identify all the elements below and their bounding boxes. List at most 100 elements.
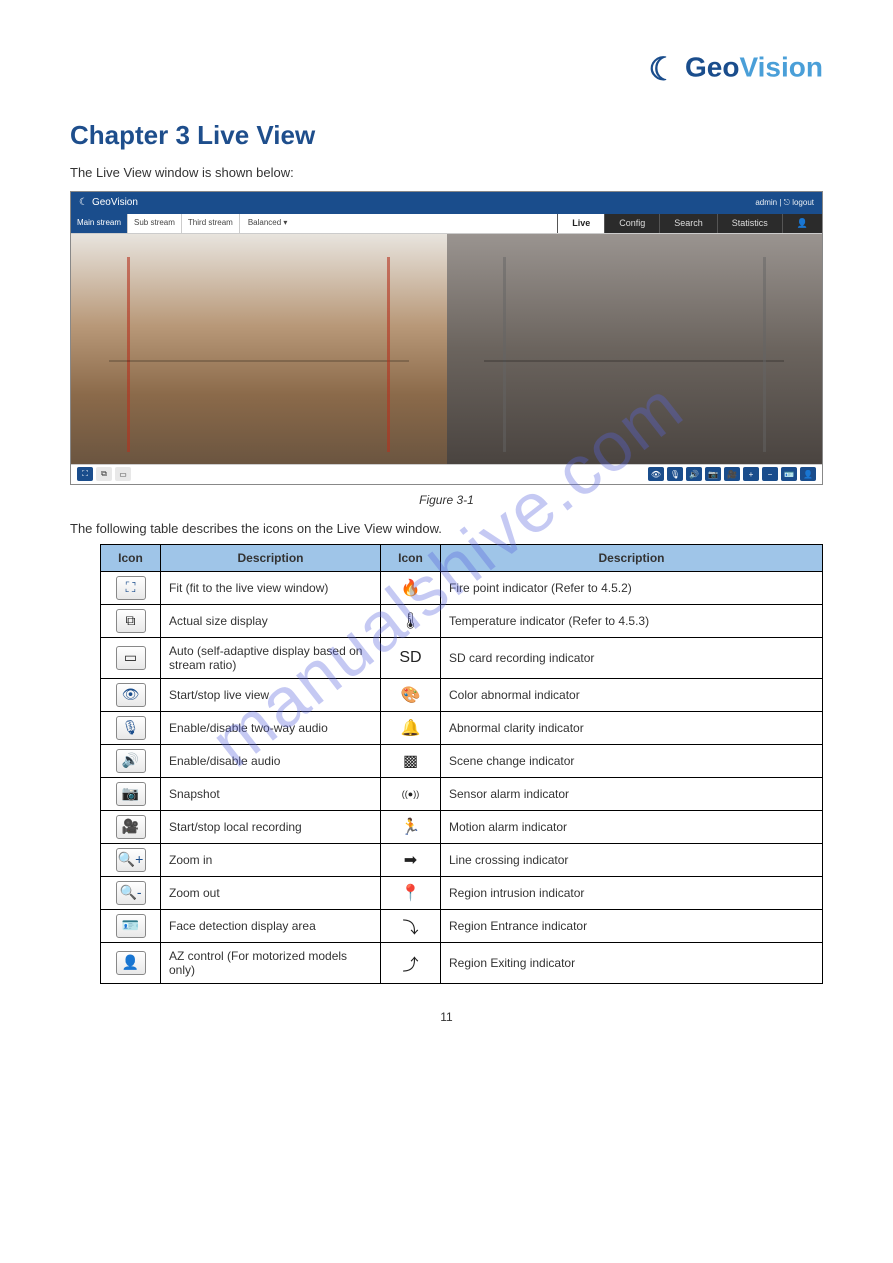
tool-zoomin-icon[interactable]: + [743, 467, 759, 481]
desc-cell-left: Zoom out [161, 876, 381, 909]
tool-face-icon[interactable]: 🪪 [781, 467, 797, 481]
logo-glyph: ☾ [649, 51, 678, 87]
th-desc-2: Description [441, 544, 823, 571]
table-header-row: Icon Description Icon Description [101, 544, 823, 571]
desc-cell-right: Region Exiting indicator [441, 942, 823, 983]
icon-cell-right: ⤴ [381, 942, 441, 983]
tool-actual-icon[interactable]: ⧉ [96, 467, 112, 481]
icon-cell-left: 🔊 [101, 744, 161, 777]
nav-tab-config[interactable]: Config [604, 214, 659, 233]
table-row: 🎥 Start/stop local recording 🏃 Motion alarm… [101, 810, 823, 843]
tool-az-icon[interactable]: 👤 [800, 467, 816, 481]
tool-speaker-icon[interactable]: 🔊 [686, 467, 702, 481]
table-row: 👤AZ control (For motorized models only)⤴… [101, 942, 823, 983]
nav-person-icon[interactable]: 👤 [782, 214, 822, 233]
row-icon: 🪪 [116, 914, 146, 938]
th-icon-1: Icon [101, 544, 161, 571]
desc-cell-left: Snapshot [161, 777, 381, 810]
desc-cell-right: Abnormal clarity indicator [441, 711, 823, 744]
icon-cell-left: 🪪 [101, 909, 161, 942]
titlebar-right: admin | ⎋ logout [755, 198, 814, 208]
desc-cell-right: Line crossing indicator [441, 843, 823, 876]
table-intro: The following table describes the icons … [70, 521, 823, 536]
page-number: 11 [0, 1010, 893, 1024]
screenshot-titlebar: ☾ GeoVision admin | ⎋ logout [71, 192, 822, 214]
titlebar-brand: GeoVision [92, 197, 138, 208]
titlebar-glyph: ☾ [79, 197, 88, 208]
logo-geo: Geo [685, 51, 739, 82]
nav-tab-statistics[interactable]: Statistics [717, 214, 782, 233]
nav-tab-search[interactable]: Search [659, 214, 717, 233]
table-row: 🎙Enable/disable two-way audio🔔Abnormal c… [101, 711, 823, 744]
desc-cell-left: Start/stop local recording [161, 810, 381, 843]
toolbar-left: ⛶ ⧉ ▭ [77, 467, 131, 481]
icon-cell-left: 📷 [101, 777, 161, 810]
desc-cell-right: Region intrusion indicator [441, 876, 823, 909]
desc-cell-left: Fit (fit to the live view window) [161, 571, 381, 604]
table-row: 👁Start/stop live view🎨Color abnormal ind… [101, 678, 823, 711]
desc-cell-left: Actual size display [161, 604, 381, 637]
row-icon: 🔊 [116, 749, 146, 773]
icon-cell-left: ▭ [101, 637, 161, 678]
row-icon: 🔍- [116, 881, 146, 905]
icon-cell-left: ⛶ [101, 571, 161, 604]
tool-liveview-icon[interactable]: 👁 [648, 467, 664, 481]
intro-text: The Live View window is shown below: [70, 163, 823, 183]
tool-snapshot-icon[interactable]: 📷 [705, 467, 721, 481]
row-icon: 🔥 [396, 576, 426, 600]
table-row: ▭ Auto (self-adaptive display based on st… [101, 637, 823, 678]
desc-cell-right: Motion alarm indicator [441, 810, 823, 843]
tool-record-icon[interactable]: 🎥 [724, 467, 740, 481]
table-row: ⧉Actual size display🌡Temperature indicat… [101, 604, 823, 637]
row-icon: ⛶ [116, 576, 146, 600]
figure-caption: Figure 3-1 [70, 493, 823, 507]
row-icon: ⧉ [116, 609, 146, 633]
row-icon: ⤵ [396, 914, 426, 938]
desc-cell-right: Fire point indicator (Refer to 4.5.2) [441, 571, 823, 604]
stream-tab-third[interactable]: Third stream [182, 214, 240, 233]
row-icon: 🔍+ [116, 848, 146, 872]
icon-cell-left: 🔍- [101, 876, 161, 909]
desc-cell-left: Start/stop live view [161, 678, 381, 711]
table-row: 🔊Enable/disable audio▩Scene change indic… [101, 744, 823, 777]
desc-cell-right: Region Entrance indicator [441, 909, 823, 942]
stream-tab-main[interactable]: Main stream [71, 214, 128, 233]
screenshot-tabs-row: Main stream Sub stream Third stream Bala… [71, 214, 822, 234]
tool-mic-icon[interactable]: 🎙 [667, 467, 683, 481]
desc-cell-right: Temperature indicator (Refer to 4.5.3) [441, 604, 823, 637]
icon-cell-right: ⤵ [381, 909, 441, 942]
table-row: 📷Snapshot((●))Sensor alarm indicator [101, 777, 823, 810]
row-icon: 👤 [116, 951, 146, 975]
desc-cell-right: Scene change indicator [441, 744, 823, 777]
row-icon: 🎙 [116, 716, 146, 740]
row-icon: ▭ [116, 646, 146, 670]
row-icon: 📍 [396, 881, 426, 905]
th-desc-1: Description [161, 544, 381, 571]
icon-cell-left: 👁 [101, 678, 161, 711]
th-icon-2: Icon [381, 544, 441, 571]
desc-cell-left: Enable/disable two-way audio [161, 711, 381, 744]
desc-cell-right: Sensor alarm indicator [441, 777, 823, 810]
desc-cell-left: Zoom in [161, 843, 381, 876]
balanced-dropdown[interactable]: Balanced ▾ [240, 214, 296, 233]
icon-cell-right: 🔥 [381, 571, 441, 604]
desc-cell-left: Enable/disable audio [161, 744, 381, 777]
row-icon: ⤴ [396, 951, 426, 975]
row-icon: ➡ [396, 848, 426, 872]
tool-zoomout-icon[interactable]: − [762, 467, 778, 481]
logo-vision: Vision [739, 51, 823, 82]
table-row: 🔍- Zoom out 📍 Region intrusion indicator [101, 876, 823, 909]
icon-cell-right: 🏃 [381, 810, 441, 843]
stream-tab-sub[interactable]: Sub stream [128, 214, 182, 233]
desc-cell-left: Auto (self-adaptive display based on str… [161, 637, 381, 678]
row-icon: 🏃 [396, 815, 426, 839]
tool-auto-icon[interactable]: ▭ [115, 467, 131, 481]
screenshot-toolbar: ⛶ ⧉ ▭ 👁 🎙 🔊 📷 🎥 + − 🪪 👤 [71, 464, 822, 484]
row-icon: 🎥 [116, 815, 146, 839]
video-panes [71, 234, 822, 464]
tool-fit-icon[interactable]: ⛶ [77, 467, 93, 481]
nav-tab-live[interactable]: Live [557, 214, 604, 233]
table-row: ⛶ Fit (fit to the live view window) 🔥 Fire … [101, 571, 823, 604]
icon-cell-left: 🔍+ [101, 843, 161, 876]
icon-cell-right: 🎨 [381, 678, 441, 711]
